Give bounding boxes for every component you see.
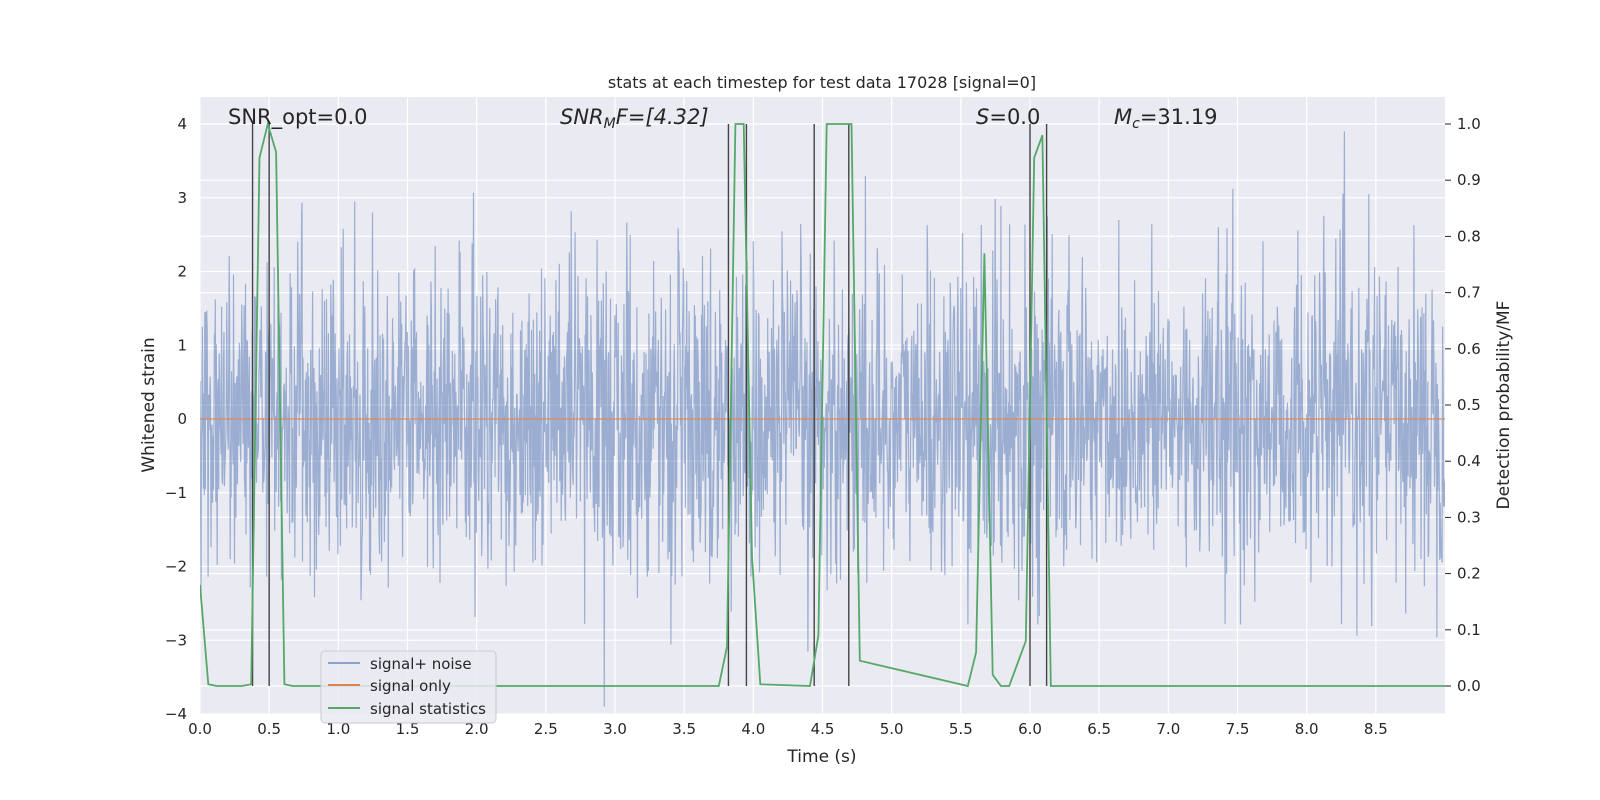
x-tick-label: 0.5	[257, 720, 281, 738]
s-annotation: S=0.0	[976, 105, 1040, 129]
x-tick-label: 6.0	[1018, 720, 1042, 738]
x-tick-label: 8.5	[1364, 720, 1388, 738]
right-y-tick-label: 1.0	[1457, 115, 1481, 133]
x-tick-label: 5.0	[880, 720, 904, 738]
x-tick-label: 8.0	[1295, 720, 1319, 738]
s-main: S	[976, 105, 989, 129]
signal-statistics-line	[200, 120, 1445, 688]
mc-annotation: Mc=31.19	[1114, 105, 1218, 132]
left-y-tick-label: 1	[177, 336, 187, 354]
x-tick-label: 6.5	[1087, 720, 1111, 738]
mc-sub: c	[1132, 116, 1140, 132]
right-y-tick-label: 0.3	[1457, 508, 1481, 526]
x-tick-label: 2.0	[465, 720, 489, 738]
right-y-tick-label: 0.0	[1457, 677, 1481, 695]
right-y-axis-label: Detection probability/MF	[1494, 301, 1514, 510]
left-y-axis-label: Whitened strain	[139, 337, 159, 472]
left-y-tick-label: 0	[177, 410, 187, 428]
x-tick-label: 3.0	[603, 720, 627, 738]
x-tick-labels: 0.0 0.5 1.0 1.5 2.0 2.5 3.0 3.5 4.0 4.5 5.0 5.5 6.0 6…	[188, 720, 1388, 738]
right-y-tick-label: 0.5	[1457, 396, 1481, 414]
left-y-tick-label: −4	[165, 705, 187, 723]
x-tick-label: 0.0	[188, 720, 212, 738]
snr-mf-annotation: SNRMF=[4.32]	[560, 105, 709, 132]
x-tick-label: 4.0	[741, 720, 765, 738]
x-tick-label: 7.0	[1156, 720, 1180, 738]
right-y-tick-label: 0.8	[1457, 227, 1481, 245]
snr-opt-annotation: SNR_opt=0.0	[228, 105, 368, 130]
snr-mf-tail: F=[4.32]	[616, 105, 709, 129]
left-y-tick-label: −3	[165, 631, 187, 649]
chart-title: stats at each timestep for test data 170…	[608, 73, 1036, 92]
left-y-tick-label: 4	[177, 115, 187, 133]
legend-box	[320, 650, 497, 724]
left-y-tick-labels: 4 3 2 1 0 −1 −2 −3 −4	[165, 115, 187, 723]
left-y-tick-label: 3	[177, 189, 187, 207]
right-y-tick-label: 0.6	[1457, 340, 1481, 358]
left-y-tick-label: −1	[165, 484, 187, 502]
left-y-tick-label: 2	[177, 263, 187, 281]
s-tail: =0.0	[989, 105, 1040, 129]
right-y-tick-label: 0.4	[1457, 452, 1481, 470]
legend-label-signal-only: signal only	[370, 677, 451, 695]
x-axis-label: Time (s)	[786, 747, 856, 767]
right-y-tick-label: 0.9	[1457, 171, 1481, 189]
mc-tail: =31.19	[1140, 105, 1218, 129]
x-tick-label: 2.5	[534, 720, 558, 738]
x-tick-label: 3.5	[672, 720, 696, 738]
right-y-tick-label: 0.2	[1457, 565, 1481, 583]
left-y-tick-label: −2	[165, 558, 187, 576]
x-tick-label: 1.0	[326, 720, 350, 738]
x-tick-label: 7.5	[1226, 720, 1250, 738]
snr-mf-sub: M	[604, 116, 616, 132]
legend: signal+ noise signal only signal statist…	[320, 650, 497, 724]
legend-label-signal-noise: signal+ noise	[370, 655, 472, 673]
x-tick-label: 1.5	[396, 720, 420, 738]
snr-mf-main: SNR	[560, 105, 604, 129]
x-tick-label: 5.5	[949, 720, 973, 738]
x-tick-label: 4.5	[811, 720, 835, 738]
right-y-tick-label: 0.1	[1457, 621, 1481, 639]
right-y-tick-labels: 1.0 0.9 0.8 0.7 0.6 0.5 0.4 0.3 0.2 0.1 0.0	[1457, 115, 1481, 695]
mc-main: M	[1114, 105, 1132, 129]
right-y-tick-label: 0.7	[1457, 284, 1481, 302]
legend-label-signal-statistics: signal statistics	[370, 700, 486, 718]
